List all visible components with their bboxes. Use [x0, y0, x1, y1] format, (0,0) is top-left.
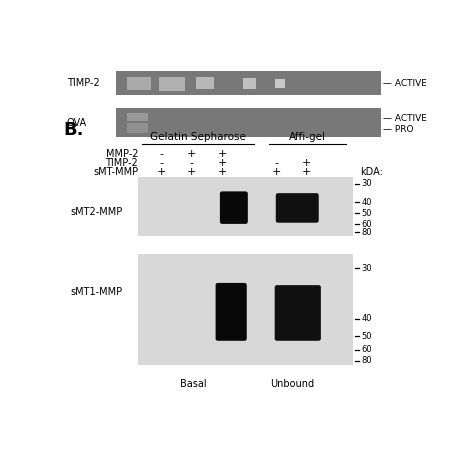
Text: TIMP-2: TIMP-2 [66, 78, 100, 88]
Text: -: - [159, 158, 164, 168]
Text: +: + [218, 167, 228, 177]
Text: 50: 50 [361, 209, 372, 218]
Text: 40: 40 [361, 198, 372, 207]
Bar [127, 77, 151, 91]
FancyBboxPatch shape [220, 191, 248, 224]
Bar [196, 77, 214, 89]
Text: — ACTIVE: — ACTIVE [383, 114, 427, 123]
FancyBboxPatch shape [275, 285, 321, 341]
Text: +: + [187, 149, 196, 159]
Text: 60: 60 [361, 220, 372, 229]
Text: Basal: Basal [180, 379, 207, 389]
Text: — PRO: — PRO [383, 125, 413, 134]
Text: +: + [271, 167, 281, 177]
Text: +: + [302, 167, 311, 177]
Text: +: + [218, 158, 228, 168]
Text: +: + [187, 167, 196, 177]
Bar [138, 254, 353, 365]
Text: Affi-gel: Affi-gel [289, 132, 326, 142]
Text: 60: 60 [361, 345, 372, 354]
FancyBboxPatch shape [276, 193, 319, 223]
Bar [243, 78, 256, 89]
Text: -: - [190, 158, 193, 168]
Text: sMT2-MMP: sMT2-MMP [70, 207, 122, 217]
Text: sMT1-MMP: sMT1-MMP [70, 287, 122, 297]
Text: kDA:: kDA: [360, 167, 383, 177]
Text: +: + [157, 167, 166, 177]
Text: — ACTIVE: — ACTIVE [383, 79, 427, 88]
Text: 80: 80 [361, 228, 372, 237]
Text: 30: 30 [361, 264, 372, 273]
Text: 50: 50 [361, 332, 372, 341]
Bar [116, 72, 381, 95]
Text: +: + [218, 149, 228, 159]
Text: 80: 80 [361, 356, 372, 365]
Text: -: - [159, 149, 164, 159]
Text: Gelatin Sepharose: Gelatin Sepharose [150, 132, 246, 142]
Text: -: - [274, 158, 278, 168]
Text: 30: 30 [361, 179, 372, 188]
Bar [158, 77, 185, 91]
Bar [138, 177, 353, 236]
Bar [116, 108, 381, 137]
Text: TIMP-2: TIMP-2 [106, 158, 138, 168]
Text: +: + [302, 158, 311, 168]
Text: OVA: OVA [66, 118, 87, 128]
Text: 40: 40 [361, 314, 372, 323]
Text: sMT-MMP: sMT-MMP [93, 167, 138, 177]
Bar [275, 79, 285, 88]
Bar [127, 113, 148, 121]
Text: B.: B. [63, 121, 83, 139]
FancyBboxPatch shape [216, 283, 247, 341]
Bar [127, 123, 148, 133]
Text: MMP-2: MMP-2 [106, 149, 138, 159]
Text: Unbound: Unbound [271, 379, 315, 389]
